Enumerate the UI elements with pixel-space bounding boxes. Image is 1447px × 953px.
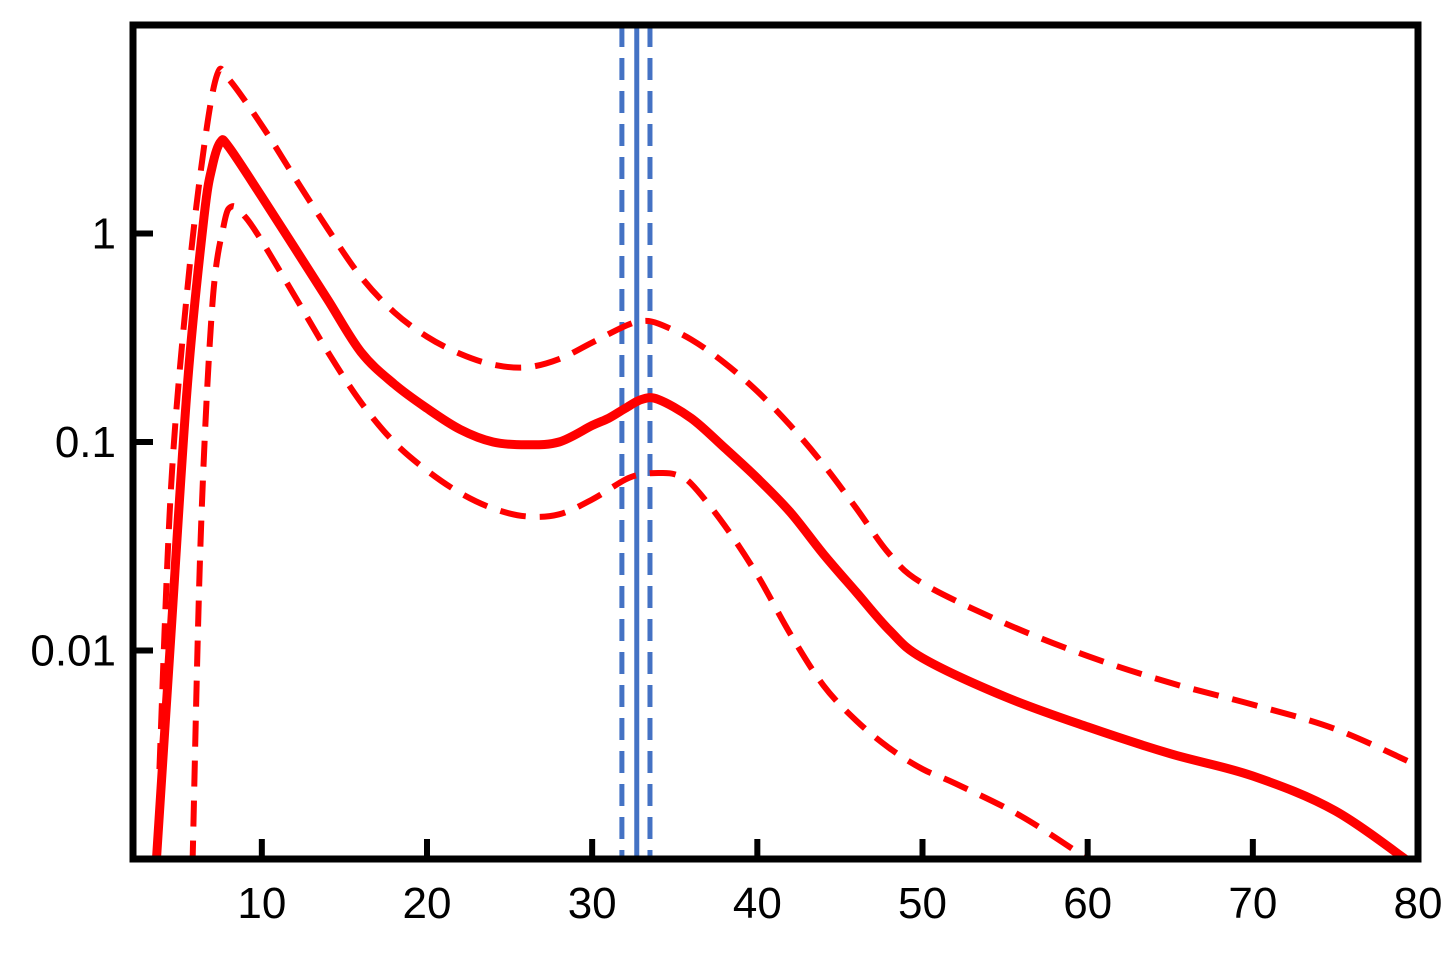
- y-tick-label-1: 0.01: [30, 627, 116, 676]
- x-tick-label-7: 70: [1228, 879, 1277, 928]
- x-tick-label-8: 80: [1394, 879, 1443, 928]
- y-tick-label-3: 1: [92, 210, 116, 259]
- x-tick-label-1: 10: [237, 879, 286, 928]
- series-line-2: [156, 65, 1418, 770]
- y-tick-label-2: 0.1: [55, 418, 116, 467]
- x-tick-label-4: 40: [733, 879, 782, 928]
- tick-labels: 10 20 30 40 50 60 70 80 0.01 0.1 1: [30, 210, 1442, 929]
- series-line-3: [189, 203, 1090, 859]
- data-series: [151, 65, 1418, 859]
- vertical-marker-lines: [619, 25, 653, 859]
- x-tick-label-6: 60: [1063, 879, 1112, 928]
- x-tick-label-5: 50: [898, 879, 947, 928]
- series-line-1: [151, 135, 1413, 859]
- x-tick-label-2: 20: [403, 879, 452, 928]
- x-tick-label-3: 30: [568, 879, 617, 928]
- plot-frame: [129, 21, 1422, 863]
